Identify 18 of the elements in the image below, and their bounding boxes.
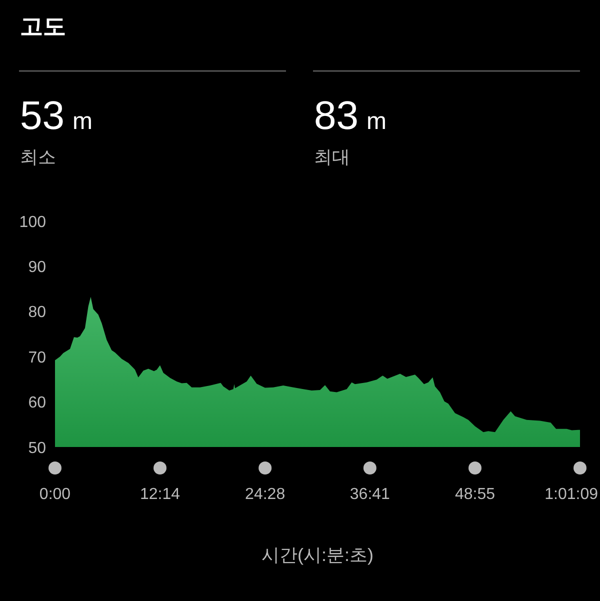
text: 53 m <box>20 94 92 138</box>
y-tick-label: 70 <box>28 349 46 366</box>
x-tick-label: 0:00 <box>39 486 71 503</box>
x-tick-label: 36:41 <box>350 486 390 503</box>
x-axis-title: 시간(시:분:초) <box>262 545 374 565</box>
text: 최소 <box>20 147 56 167</box>
y-tick-label: 80 <box>28 304 46 322</box>
text: 83 m <box>314 94 386 138</box>
chart-title: 고도 <box>20 13 66 39</box>
x-tick-label: 1:01:09 <box>544 486 598 503</box>
x-tick-label: 48:55 <box>454 486 496 503</box>
y-tick-label: 100 <box>19 214 46 231</box>
x-tick-label: 24:28 <box>245 486 286 503</box>
x-tick-label: 12:14 <box>140 486 180 503</box>
y-tick-label: 90 <box>28 259 46 276</box>
text: 최대 <box>314 147 350 167</box>
y-tick-label: 60 <box>28 394 46 412</box>
y-tick-label: 50 <box>28 440 46 457</box>
